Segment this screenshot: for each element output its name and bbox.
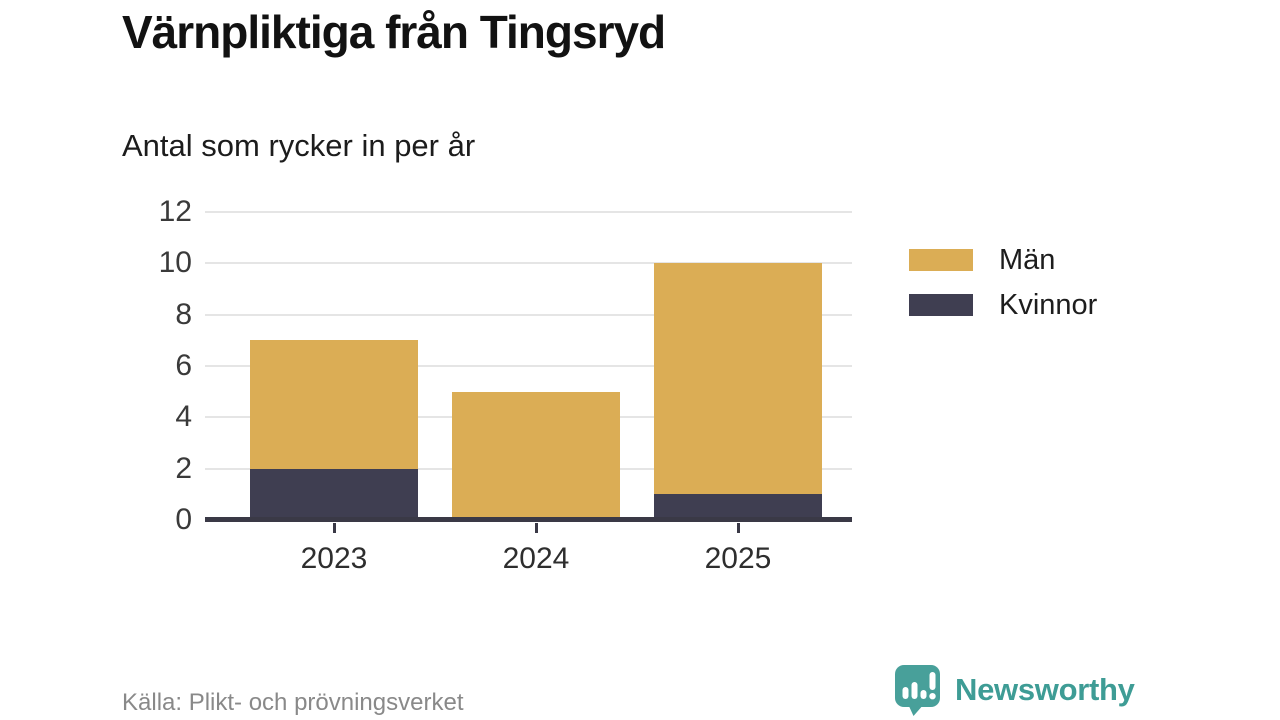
legend-item-män: Män [909,244,1097,276]
bar-2025-kvinnor [654,494,822,520]
plot-area: 0 2 4 6 8 10 12 2023 2024 2025 [159,197,852,575]
legend: Män Kvinnor [909,246,1097,336]
y-axis-tick-label: 6 [175,349,192,382]
gridline-y8 [205,313,852,316]
chart-subtitle: Antal som rycker in per år [122,128,476,163]
y-axis-tick-label: 8 [175,297,192,331]
brand-logo: Newsworthy [894,664,1135,716]
gridline-y6 [205,365,852,367]
legend-item-kvinnor: Kvinnor [909,289,1098,321]
legend-swatch [909,294,973,316]
x-axis-tick [736,523,740,533]
gridline-y12 [205,211,852,213]
x-axis-tick-label: 2025 [704,542,772,575]
x-axis-tick-label: 2024 [502,542,570,575]
gridline-y10 [205,262,852,265]
legend-swatch [909,249,973,271]
y-axis-tick-label: 4 [175,400,192,434]
legend-label: Män [999,244,1056,276]
bar-2025-män [654,263,822,495]
x-axis-tick [534,523,538,533]
brand-name: Newsworthy [955,672,1135,707]
bar-2023-kvinnor [250,468,418,520]
y-axis-tick-label: 0 [175,503,192,536]
x-axis-tick [332,523,336,533]
legend-label: Kvinnor [999,289,1098,321]
y-axis-tick-label: 2 [175,451,192,485]
y-axis-tick-label: 12 [158,195,192,228]
x-axis-tick-label: 2023 [300,542,368,575]
newsworthy-icon [895,665,940,716]
y-axis-tick-label: 10 [158,246,192,280]
chart-title: Värnpliktiga från Tingsryd [122,6,666,58]
x-axis-line [205,517,852,522]
bar-2024-män [452,391,620,520]
bar-2023-män [250,340,418,469]
source-note: Källa: Plikt- och prövningsverket [122,689,464,716]
